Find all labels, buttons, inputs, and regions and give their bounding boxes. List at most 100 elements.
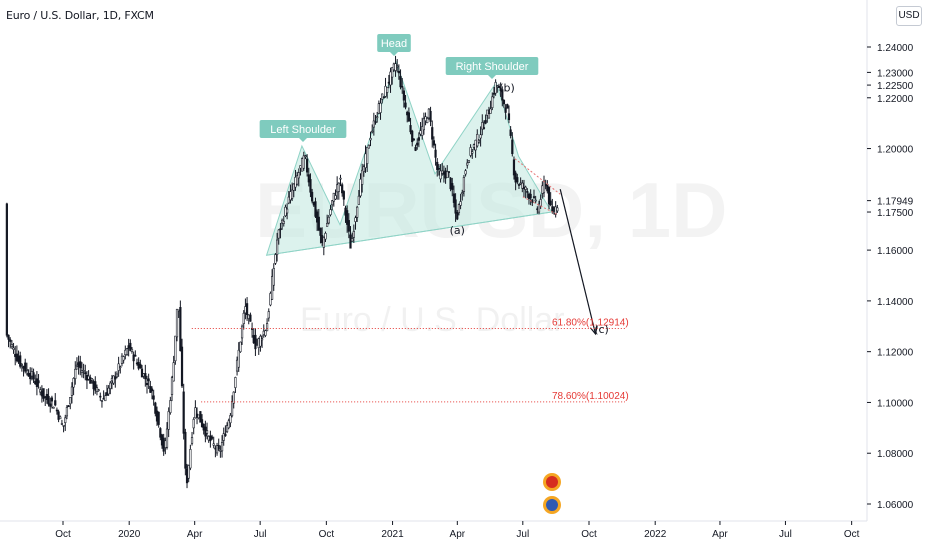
candle-body — [356, 206, 359, 218]
candle-body — [274, 254, 277, 264]
candle-body — [157, 411, 160, 425]
candle-body — [349, 234, 352, 249]
candle-body — [42, 388, 45, 399]
candle-body — [487, 113, 491, 119]
candle-body — [149, 386, 152, 393]
candle-body — [155, 410, 159, 422]
candle-body — [441, 170, 444, 174]
candle-body — [99, 395, 102, 398]
candle-body — [392, 63, 395, 71]
candle-body — [24, 362, 27, 372]
candle-body — [205, 430, 209, 434]
candle-body — [57, 411, 60, 420]
candle-body — [194, 407, 197, 419]
pattern-label-text: Head — [381, 38, 407, 50]
candle-body — [187, 465, 190, 479]
candle-body — [60, 423, 64, 425]
symbol-title: Euro / U.S. Dollar, 1D, FXCM — [6, 9, 154, 22]
candlestick-series — [5, 55, 559, 489]
candle-body — [346, 210, 349, 225]
candle-body — [401, 85, 404, 88]
candle-body — [239, 341, 242, 353]
candle-body — [549, 200, 552, 206]
candle-body — [230, 401, 234, 417]
candle-body — [255, 344, 259, 346]
currency-button[interactable]: USD — [896, 6, 922, 26]
time-tick-label: Apr — [712, 529, 728, 540]
head-and-shoulders-pattern — [265, 60, 553, 256]
candle-body — [127, 345, 130, 349]
time-tick-label: 2021 — [381, 529, 404, 540]
candle-body — [372, 120, 375, 128]
candle-body — [296, 175, 299, 185]
candle-body — [506, 104, 509, 109]
candle-body — [72, 378, 75, 388]
candle-body — [436, 161, 439, 170]
candle-body — [5, 203, 8, 336]
candle-body — [112, 375, 115, 384]
candle-body — [182, 391, 185, 434]
candle-body — [80, 370, 84, 373]
price-tick-label: 1.20000 — [877, 145, 914, 156]
pattern-label: Left Shoulder — [259, 120, 347, 142]
candle-body — [122, 356, 125, 361]
candle-body — [391, 67, 394, 78]
candle-body — [65, 407, 69, 417]
candle-body — [20, 364, 23, 366]
candle-body — [547, 187, 551, 205]
price-tick-label: 1.06000 — [877, 500, 914, 511]
candle-body — [306, 158, 309, 173]
price-tick-label: 1.24000 — [877, 43, 914, 54]
candle-body — [404, 102, 407, 108]
candle-body — [339, 177, 342, 180]
candle-body — [537, 203, 541, 213]
candle-body — [170, 377, 174, 395]
candle-body — [449, 177, 452, 190]
pattern-label-box — [259, 120, 347, 138]
projection-arrow — [559, 189, 597, 335]
candle-body — [129, 342, 132, 351]
candle-body — [362, 166, 365, 172]
candle-body — [90, 378, 94, 381]
time-axis[interactable]: Oct 2020 Apr Jul Oct 2021 Apr Jul Oct 2022 Apr Jul O… — [0, 520, 867, 540]
candle-body — [262, 330, 265, 335]
price-axis[interactable]: 1.24000 1.22000 1.20000 1.16000 1.14000 1.120… — [866, 0, 914, 521]
chart-drawings: 61.80%(1.12914) 78.60%(1.10024) (a) (b) (c) L… — [191, 34, 629, 514]
candle-body — [482, 127, 486, 129]
candle-body — [84, 372, 87, 375]
candle-body — [37, 380, 40, 384]
candle-body — [74, 368, 77, 379]
candle-body — [192, 419, 195, 429]
candle-body — [369, 138, 372, 141]
candle-body — [489, 108, 492, 114]
candle-body — [414, 147, 417, 151]
candle-body — [464, 170, 467, 175]
candle-body — [49, 403, 52, 407]
fib-label: 61.80%(1.12914) — [552, 317, 629, 328]
candle-body — [282, 220, 285, 224]
candle-body — [442, 172, 446, 175]
candle-body — [451, 183, 454, 190]
candle-body — [270, 276, 274, 300]
candle-body — [119, 366, 122, 369]
candle-body — [134, 354, 137, 357]
candle-body — [386, 87, 389, 93]
candle-body — [302, 155, 305, 169]
candle-body — [150, 388, 154, 392]
candle-body — [32, 372, 35, 380]
candle-body — [551, 206, 554, 212]
candle-body — [396, 65, 399, 68]
price-tick-label: 1.08000 — [877, 449, 914, 460]
candle-body — [316, 211, 319, 223]
candle-body — [409, 125, 412, 133]
candle-body — [434, 149, 437, 158]
candle-body — [165, 428, 169, 448]
candle-body — [195, 413, 199, 417]
candle-body — [504, 107, 507, 113]
candle-body — [139, 363, 142, 369]
candle-body — [377, 103, 380, 114]
candle-body — [204, 426, 207, 437]
candle-body — [277, 229, 280, 239]
candle-body — [501, 89, 504, 101]
